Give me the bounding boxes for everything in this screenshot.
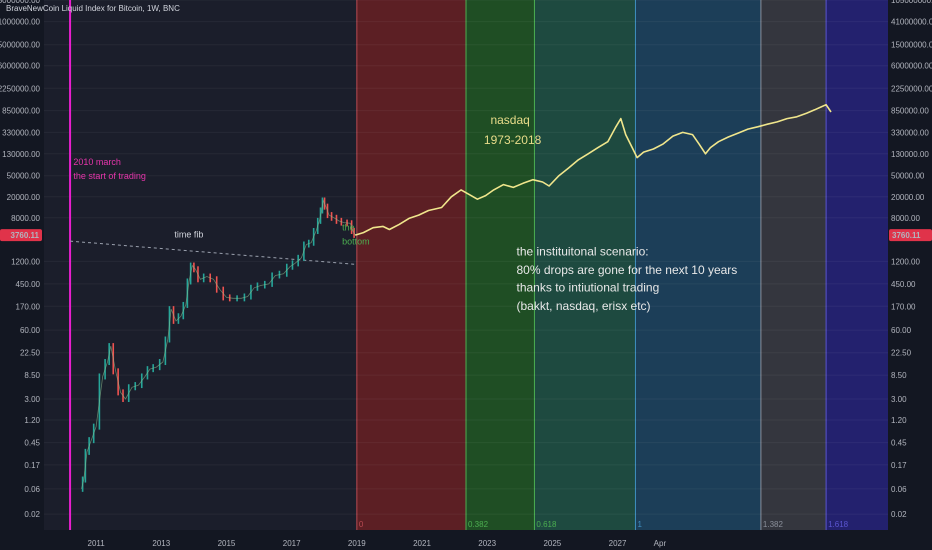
annotation-2: time fib — [174, 229, 203, 239]
y-tick-left-11: 1200.00 — [11, 257, 40, 266]
y-axis-right[interactable]: 105000000.00 41000000.00 15000000.00 600000… — [889, 0, 932, 519]
nasdaq-projection-line — [354, 103, 832, 236]
price-tag-right-label: 3760.11 — [892, 231, 921, 240]
annotation-9: thanks to intiutional trading — [517, 281, 660, 295]
y-tick-right-20: 0.17 — [891, 461, 907, 470]
y-tick-right-17: 3.00 — [891, 395, 907, 404]
price-tag-right — [889, 229, 932, 242]
x-tick-9: Apr — [654, 539, 667, 548]
y-tick-left-16: 8.50 — [24, 371, 40, 380]
y-tick-left-2: 15000000.00 — [0, 41, 41, 50]
y-tick-right-11: 1200.00 — [891, 257, 920, 266]
y-tick-right-18: 1.20 — [891, 416, 907, 425]
y-tick-left-5: 850000.00 — [2, 107, 40, 116]
x-tick-4: 2019 — [348, 539, 366, 548]
fib-zone-0 — [356, 0, 466, 530]
y-tick-right-21: 0.06 — [891, 485, 907, 494]
y-tick-right-12: 450.00 — [891, 280, 916, 289]
y-tick-left-10: 8000.00 — [11, 214, 40, 223]
btc-price-line — [81, 199, 356, 489]
y-tick-right-2: 15000000.00 — [891, 41, 932, 50]
y-axis-left[interactable]: 105000000.00 41000000.00 15000000.00 600000… — [0, 0, 42, 519]
y-tick-left-1: 41000000.00 — [0, 18, 41, 27]
price-tag-left-label: 3760.11 — [11, 231, 40, 240]
y-tick-left-8: 50000.00 — [7, 172, 41, 181]
y-tick-right-9: 20000.00 — [891, 193, 925, 202]
y-tick-left-12: 450.00 — [16, 280, 41, 289]
x-axis[interactable]: 2011 2013 2015 2017 2019 2021 2023 2025 2027 Apr — [0, 530, 932, 550]
y-tick-right-19: 0.45 — [891, 439, 907, 448]
y-tick-right-8: 50000.00 — [891, 172, 925, 181]
y-tick-right-4: 2250000.00 — [891, 84, 932, 93]
history-plot-area — [44, 0, 357, 530]
y-tick-left-13: 170.00 — [16, 302, 41, 311]
y-tick-left-18: 1.20 — [24, 416, 40, 425]
y-tick-left-6: 330000.00 — [2, 128, 40, 137]
fib-label-1: 0.382 — [468, 520, 489, 529]
x-tick-6: 2023 — [478, 539, 496, 548]
fib-zone-3 — [635, 0, 761, 530]
y-tick-right-16: 8.50 — [891, 371, 907, 380]
annotation-1: the start of trading — [73, 171, 146, 181]
fib-label-3: 1 — [637, 520, 642, 529]
annotation-5: nasdaq — [490, 113, 529, 127]
fib-label-5: 1.618 — [828, 520, 849, 529]
y-tick-right-14: 60.00 — [891, 326, 912, 335]
y-tick-left-20: 0.17 — [24, 461, 40, 470]
y-tick-right-7: 130000.00 — [891, 150, 929, 159]
y-tick-right-5: 850000.00 — [891, 107, 929, 116]
x-tick-8: 2027 — [609, 539, 627, 548]
chart-title: BraveNewCoin Liquid Index for Bitcoin, 1… — [6, 4, 180, 13]
y-tick-left-3: 6000000.00 — [0, 62, 41, 71]
y-tick-left-22: 0.02 — [24, 510, 40, 519]
y-tick-right-10: 8000.00 — [891, 214, 920, 223]
y-tick-left-14: 60.00 — [20, 326, 41, 335]
y-tick-left-4: 2250000.00 — [0, 84, 41, 93]
annotation-4: bottom — [342, 237, 370, 247]
annotation-0: 2010 march — [73, 157, 121, 167]
fib-zone-4 — [760, 0, 827, 530]
annotation-7: the instituitonal scenario: — [517, 244, 649, 258]
fib-zone-5 — [826, 0, 888, 530]
fib-zones-layer: 0 0.382 0.618 1 1.382 1.618 — [44, 0, 888, 530]
y-tick-left-21: 0.06 — [24, 485, 40, 494]
gridlines — [44, 0, 888, 515]
y-tick-right-22: 0.02 — [891, 510, 907, 519]
y-tick-left-0: 105000000.00 — [0, 0, 41, 5]
x-tick-3: 2017 — [283, 539, 301, 548]
fib-zone-2 — [534, 0, 636, 530]
y-tick-left-9: 20000.00 — [7, 193, 41, 202]
x-tick-2: 2015 — [218, 539, 236, 548]
y-tick-right-3: 6000000.00 — [891, 62, 932, 71]
x-tick-7: 2025 — [543, 539, 561, 548]
y-tick-right-1: 41000000.00 — [891, 18, 932, 27]
y-tick-left-15: 22.50 — [20, 349, 41, 358]
annotation-10: (bakkt, nasdaq, erisx etc) — [517, 299, 651, 313]
y-tick-left-7: 130000.00 — [2, 150, 40, 159]
annotations-layer: 2010 march the start of trading time fib th… — [73, 113, 737, 313]
fib-label-0: 0 — [359, 520, 364, 529]
fib-label-4: 1.382 — [763, 520, 784, 529]
fib-zone-1 — [466, 0, 535, 530]
series-layer — [69, 0, 832, 530]
x-tick-5: 2021 — [413, 539, 431, 548]
y-tick-right-0: 105000000.00 — [891, 0, 932, 5]
x-axis-band — [0, 530, 932, 550]
y-tick-right-6: 330000.00 — [891, 128, 929, 137]
y-tick-right-15: 22.50 — [891, 349, 912, 358]
annotation-6: 1973-2018 — [484, 133, 542, 147]
x-tick-0: 2011 — [88, 539, 106, 548]
fib-label-2: 0.618 — [536, 520, 557, 529]
y-tick-right-13: 170.00 — [891, 302, 916, 311]
annotation-8: 80% drops are gone for the next 10 years — [517, 263, 738, 277]
price-tag-left — [0, 229, 42, 242]
annotation-3: the — [342, 223, 355, 233]
x-tick-1: 2013 — [152, 539, 170, 548]
y-tick-left-17: 3.00 — [24, 395, 40, 404]
y-tick-left-19: 0.45 — [24, 439, 40, 448]
